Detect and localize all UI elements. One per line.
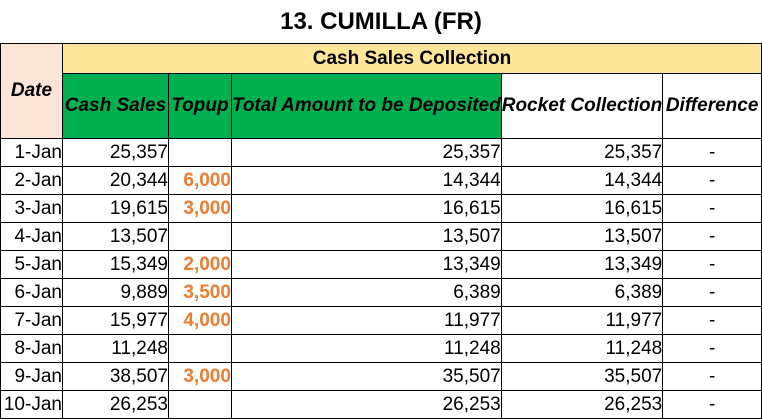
- cash-sales-column-header[interactable]: Cash Sales: [61, 73, 169, 139]
- date-cell[interactable]: 8-Jan: [0, 334, 63, 363]
- topup-column-header[interactable]: Topup: [167, 73, 232, 139]
- table-row: 5-Jan 15,349 2,000 13,349 13,349 -: [0, 250, 762, 279]
- rocket-collection-cell[interactable]: 26,253: [500, 390, 664, 419]
- difference-cell[interactable]: -: [662, 390, 762, 419]
- rocket-collection-cell[interactable]: 25,357: [500, 138, 664, 167]
- table-row: 6-Jan 9,889 3,500 6,389 6,389 -: [0, 278, 762, 307]
- difference-cell[interactable]: -: [662, 334, 762, 363]
- total-amount-cell[interactable]: 11,977: [230, 306, 502, 335]
- date-cell[interactable]: 4-Jan: [0, 222, 63, 251]
- cash-sales-cell[interactable]: 38,507: [61, 362, 169, 391]
- difference-cell[interactable]: -: [662, 362, 762, 391]
- topup-cell[interactable]: [167, 138, 232, 167]
- total-amount-cell[interactable]: 11,248: [230, 334, 502, 363]
- topup-cell[interactable]: 3,000: [167, 362, 232, 391]
- table-row: 7-Jan 15,977 4,000 11,977 11,977 -: [0, 306, 762, 335]
- rocket-collection-cell[interactable]: 13,349: [500, 250, 664, 279]
- rocket-collection-cell[interactable]: 11,248: [500, 334, 664, 363]
- difference-cell[interactable]: -: [662, 306, 762, 335]
- difference-cell[interactable]: -: [662, 194, 762, 223]
- table-row: 10-Jan 26,253 26,253 26,253 -: [0, 390, 762, 419]
- rocket-collection-cell[interactable]: 35,507: [500, 362, 664, 391]
- rocket-collection-column-header[interactable]: Rocket Collection: [500, 73, 664, 139]
- total-amount-cell[interactable]: 13,507: [230, 222, 502, 251]
- cash-sales-cell[interactable]: 15,349: [61, 250, 169, 279]
- total-amount-cell[interactable]: 16,615: [230, 194, 502, 223]
- cash-sales-cell[interactable]: 19,615: [61, 194, 169, 223]
- cash-sales-cell[interactable]: 20,344: [61, 166, 169, 195]
- table-row: 4-Jan 13,507 13,507 13,507 -: [0, 222, 762, 251]
- cash-sales-collection-header[interactable]: Cash Sales Collection: [61, 43, 762, 74]
- topup-cell[interactable]: 3,000: [167, 194, 232, 223]
- cash-sales-cell[interactable]: 9,889: [61, 278, 169, 307]
- date-cell[interactable]: 6-Jan: [0, 278, 63, 307]
- topup-cell[interactable]: 3,500: [167, 278, 232, 307]
- cash-sales-cell[interactable]: 26,253: [61, 390, 169, 419]
- rocket-collection-cell[interactable]: 13,507: [500, 222, 664, 251]
- topup-cell[interactable]: 6,000: [167, 166, 232, 195]
- date-cell[interactable]: 1-Jan: [0, 138, 63, 167]
- rocket-collection-cell[interactable]: 16,615: [500, 194, 664, 223]
- topup-cell[interactable]: [167, 222, 232, 251]
- difference-column-header[interactable]: Difference: [662, 73, 762, 139]
- date-cell[interactable]: 5-Jan: [0, 250, 63, 279]
- date-cell[interactable]: 3-Jan: [0, 194, 63, 223]
- total-amount-column-header[interactable]: Total Amount to be Deposited: [230, 73, 502, 139]
- table-row: 2-Jan 20,344 6,000 14,344 14,344 -: [0, 166, 762, 195]
- total-amount-cell[interactable]: 35,507: [230, 362, 502, 391]
- difference-cell[interactable]: -: [662, 166, 762, 195]
- difference-cell[interactable]: -: [662, 250, 762, 279]
- date-cell[interactable]: 9-Jan: [0, 362, 63, 391]
- cash-sales-cell[interactable]: 11,248: [61, 334, 169, 363]
- total-amount-cell[interactable]: 13,349: [230, 250, 502, 279]
- difference-cell[interactable]: -: [662, 138, 762, 167]
- table-row: 8-Jan 11,248 11,248 11,248 -: [0, 334, 762, 363]
- cash-sales-table: Date Cash Sales Collection Cash Sales To…: [0, 43, 762, 419]
- total-amount-cell[interactable]: 6,389: [230, 278, 502, 307]
- table-row: 9-Jan 38,507 3,000 35,507 35,507 -: [0, 362, 762, 391]
- date-column-header[interactable]: Date: [0, 43, 63, 139]
- difference-cell[interactable]: -: [662, 222, 762, 251]
- total-amount-cell[interactable]: 14,344: [230, 166, 502, 195]
- total-amount-cell[interactable]: 25,357: [230, 138, 502, 167]
- date-cell[interactable]: 2-Jan: [0, 166, 63, 195]
- table-body: 1-Jan 25,357 25,357 25,357 - 2-Jan 20,34…: [0, 138, 762, 419]
- rocket-collection-cell[interactable]: 11,977: [500, 306, 664, 335]
- date-cell[interactable]: 7-Jan: [0, 306, 63, 335]
- table-row: 1-Jan 25,357 25,357 25,357 -: [0, 138, 762, 167]
- rocket-collection-cell[interactable]: 14,344: [500, 166, 664, 195]
- cash-sales-cell[interactable]: 13,507: [61, 222, 169, 251]
- sheet-title: 13. CUMILLA (FR): [0, 0, 762, 43]
- topup-cell[interactable]: 4,000: [167, 306, 232, 335]
- total-amount-cell[interactable]: 26,253: [230, 390, 502, 419]
- difference-cell[interactable]: -: [662, 278, 762, 307]
- cash-sales-cell[interactable]: 15,977: [61, 306, 169, 335]
- topup-cell[interactable]: [167, 390, 232, 419]
- topup-cell[interactable]: 2,000: [167, 250, 232, 279]
- topup-cell[interactable]: [167, 334, 232, 363]
- cash-sales-cell[interactable]: 25,357: [61, 138, 169, 167]
- table-row: 3-Jan 19,615 3,000 16,615 16,615 -: [0, 194, 762, 223]
- date-cell[interactable]: 10-Jan: [0, 390, 63, 419]
- rocket-collection-cell[interactable]: 6,389: [500, 278, 664, 307]
